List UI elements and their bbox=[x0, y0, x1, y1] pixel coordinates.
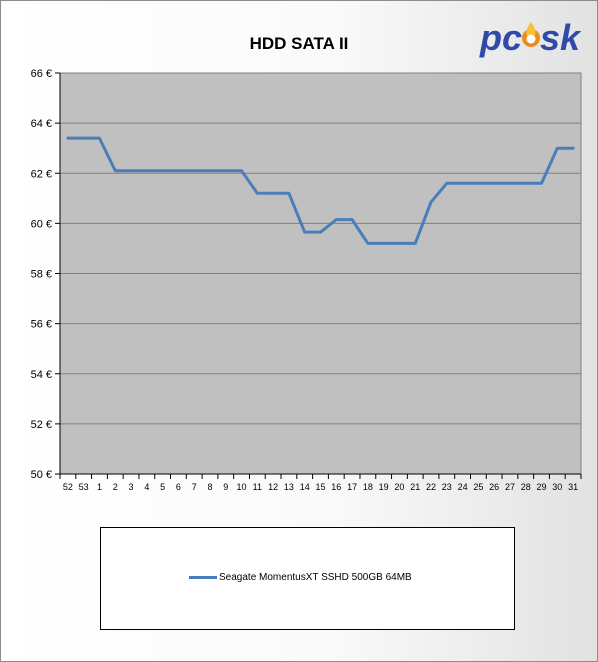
legend-swatch bbox=[189, 576, 217, 579]
x-tick-label: 8 bbox=[207, 482, 212, 492]
legend-item: Seagate MomentusXT SSHD 500GB 64MB bbox=[189, 572, 412, 583]
legend: Seagate MomentusXT SSHD 500GB 64MB bbox=[100, 527, 515, 630]
x-tick-label: 18 bbox=[363, 482, 373, 492]
svg-text:pc: pc bbox=[479, 17, 522, 58]
x-tick-label: 20 bbox=[394, 482, 404, 492]
y-tick-label: 56 € bbox=[31, 319, 52, 331]
x-tick-label: 4 bbox=[144, 482, 149, 492]
y-tick-label: 64 € bbox=[31, 118, 52, 130]
x-tick-label: 16 bbox=[331, 482, 341, 492]
x-tick-label: 10 bbox=[237, 482, 247, 492]
legend-label: Seagate MomentusXT SSHD 500GB 64MB bbox=[219, 572, 412, 583]
x-tick-label: 14 bbox=[300, 482, 310, 492]
x-tick-label: 7 bbox=[192, 482, 197, 492]
x-tick-label: 2 bbox=[113, 482, 118, 492]
x-tick-label: 25 bbox=[473, 482, 483, 492]
x-tick-label: 26 bbox=[489, 482, 499, 492]
y-tick-label: 66 € bbox=[31, 68, 52, 80]
pcosk-logo: pc sk bbox=[479, 17, 582, 58]
chart-title: HDD SATA II bbox=[249, 34, 349, 53]
x-axis: 52 53 1 2 3 4 5 6 7 8 9 10 11 12 13 14 15 16 17 18 19 20 21 22 2… bbox=[59, 473, 582, 492]
x-tick-label: 17 bbox=[347, 482, 357, 492]
gridlines bbox=[60, 122, 581, 425]
x-tick-label: 28 bbox=[521, 482, 531, 492]
x-tick-label: 3 bbox=[129, 482, 134, 492]
x-tick-label: 19 bbox=[379, 482, 389, 492]
x-tick-label: 1 bbox=[97, 482, 102, 492]
x-tick-label: 11 bbox=[253, 482, 262, 492]
x-tick-label: 52 bbox=[63, 482, 73, 492]
x-tick-label: 13 bbox=[284, 482, 294, 492]
svg-text:sk: sk bbox=[540, 17, 582, 58]
x-tick-label: 5 bbox=[160, 482, 165, 492]
x-tick-label: 21 bbox=[410, 482, 420, 492]
x-tick-label: 53 bbox=[79, 482, 89, 492]
series-group bbox=[66, 136, 575, 245]
x-tick-label: 29 bbox=[537, 482, 547, 492]
series-line bbox=[66, 136, 575, 245]
x-tick-label: 27 bbox=[505, 482, 515, 492]
y-tick-label: 50 € bbox=[31, 469, 52, 481]
x-tick-label: 9 bbox=[223, 482, 228, 492]
y-axis: 50 € 52 € 54 € 56 € 58 € 60 € 62 € 64 € 66 € bbox=[31, 68, 61, 481]
y-tick-label: 54 € bbox=[31, 369, 52, 381]
x-tick-label: 30 bbox=[552, 482, 562, 492]
y-tick-label: 58 € bbox=[31, 269, 52, 281]
x-tick-label: 31 bbox=[568, 482, 578, 492]
x-tick-label: 15 bbox=[315, 482, 325, 492]
y-tick-label: 60 € bbox=[31, 218, 52, 230]
y-tick-label: 52 € bbox=[31, 419, 52, 431]
x-tick-label: 22 bbox=[426, 482, 436, 492]
x-tick-label: 23 bbox=[442, 482, 452, 492]
x-tick-label: 24 bbox=[458, 482, 468, 492]
x-tick-label: 12 bbox=[268, 482, 278, 492]
x-tick-label: 6 bbox=[176, 482, 181, 492]
y-tick-label: 62 € bbox=[31, 168, 52, 180]
